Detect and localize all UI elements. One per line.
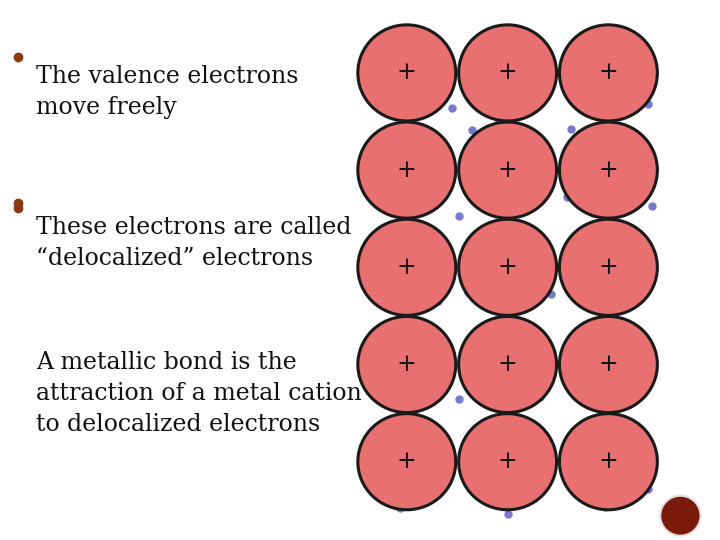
Text: +: +: [498, 256, 518, 279]
Text: +: +: [598, 450, 618, 473]
Text: +: +: [397, 353, 417, 376]
Text: +: +: [397, 256, 417, 279]
Ellipse shape: [358, 316, 456, 413]
Text: +: +: [598, 62, 618, 84]
Ellipse shape: [459, 316, 557, 413]
Ellipse shape: [559, 316, 657, 413]
Text: +: +: [397, 450, 417, 473]
Text: +: +: [598, 256, 618, 279]
Ellipse shape: [459, 219, 557, 315]
Ellipse shape: [459, 414, 557, 510]
Text: A metallic bond is the
attraction of a metal cation
to delocalized electrons: A metallic bond is the attraction of a m…: [36, 351, 361, 436]
Ellipse shape: [559, 414, 657, 510]
Text: +: +: [498, 353, 518, 376]
Text: +: +: [598, 159, 618, 181]
Text: +: +: [598, 353, 618, 376]
Ellipse shape: [559, 122, 657, 218]
Text: +: +: [397, 62, 417, 84]
Ellipse shape: [358, 219, 456, 315]
Text: +: +: [498, 62, 518, 84]
Ellipse shape: [559, 219, 657, 315]
Text: The valence electrons
move freely: The valence electrons move freely: [36, 65, 299, 119]
Ellipse shape: [559, 25, 657, 121]
Ellipse shape: [459, 122, 557, 218]
Text: +: +: [397, 159, 417, 181]
Ellipse shape: [358, 25, 456, 121]
Ellipse shape: [358, 122, 456, 218]
Ellipse shape: [660, 496, 701, 536]
Text: These electrons are called
“delocalized” electrons: These electrons are called “delocalized”…: [36, 216, 351, 270]
Ellipse shape: [459, 25, 557, 121]
Ellipse shape: [358, 414, 456, 510]
Text: +: +: [498, 159, 518, 181]
Text: +: +: [498, 450, 518, 473]
